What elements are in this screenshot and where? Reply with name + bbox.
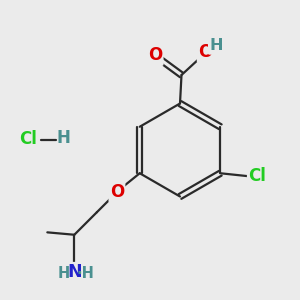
Text: ·H: ·H <box>77 266 95 281</box>
Text: H: H <box>58 266 70 281</box>
Text: H: H <box>56 129 70 147</box>
Text: H: H <box>209 38 223 53</box>
Text: O: O <box>198 43 212 61</box>
Text: Cl: Cl <box>20 130 38 148</box>
Text: O: O <box>110 183 124 201</box>
Text: Cl: Cl <box>248 167 266 185</box>
Text: N: N <box>67 263 82 281</box>
Text: O: O <box>148 46 162 64</box>
